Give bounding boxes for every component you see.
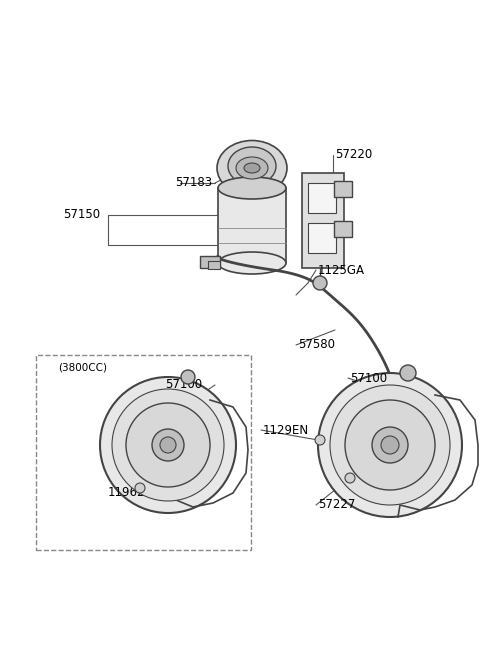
Circle shape xyxy=(372,427,408,463)
Circle shape xyxy=(330,385,450,505)
Ellipse shape xyxy=(244,163,260,173)
Text: 57100: 57100 xyxy=(350,371,387,384)
Bar xyxy=(200,256,220,268)
Circle shape xyxy=(313,276,327,290)
Text: 57227: 57227 xyxy=(318,498,355,512)
Ellipse shape xyxy=(236,157,268,179)
Circle shape xyxy=(100,377,236,513)
Text: 57150: 57150 xyxy=(63,208,100,221)
Circle shape xyxy=(135,483,145,493)
Circle shape xyxy=(345,473,355,483)
Ellipse shape xyxy=(218,177,286,199)
Circle shape xyxy=(126,403,210,487)
Ellipse shape xyxy=(228,147,276,185)
Circle shape xyxy=(112,389,224,501)
Circle shape xyxy=(381,436,399,454)
Text: 57220: 57220 xyxy=(335,149,372,162)
Bar xyxy=(308,223,336,253)
Text: 57100: 57100 xyxy=(165,379,202,392)
Circle shape xyxy=(160,437,176,453)
Text: (3800CC): (3800CC) xyxy=(58,363,107,373)
Bar xyxy=(36,355,251,550)
Bar xyxy=(334,181,352,197)
Bar xyxy=(302,173,344,268)
Text: 57183: 57183 xyxy=(175,176,212,189)
Bar xyxy=(334,221,352,237)
Text: 11962: 11962 xyxy=(108,487,145,500)
Text: 57580: 57580 xyxy=(298,339,335,352)
Text: 1129EN: 1129EN xyxy=(263,424,309,436)
Circle shape xyxy=(394,424,406,436)
Bar xyxy=(208,261,220,269)
Text: 1125GA: 1125GA xyxy=(318,263,365,276)
Circle shape xyxy=(181,370,195,384)
Circle shape xyxy=(152,429,184,461)
Circle shape xyxy=(345,400,435,490)
Bar xyxy=(308,183,336,213)
Circle shape xyxy=(315,435,325,445)
Circle shape xyxy=(318,373,462,517)
Ellipse shape xyxy=(217,141,287,195)
Circle shape xyxy=(400,365,416,381)
Bar xyxy=(36,355,251,550)
Ellipse shape xyxy=(218,252,286,274)
Bar xyxy=(218,188,286,263)
